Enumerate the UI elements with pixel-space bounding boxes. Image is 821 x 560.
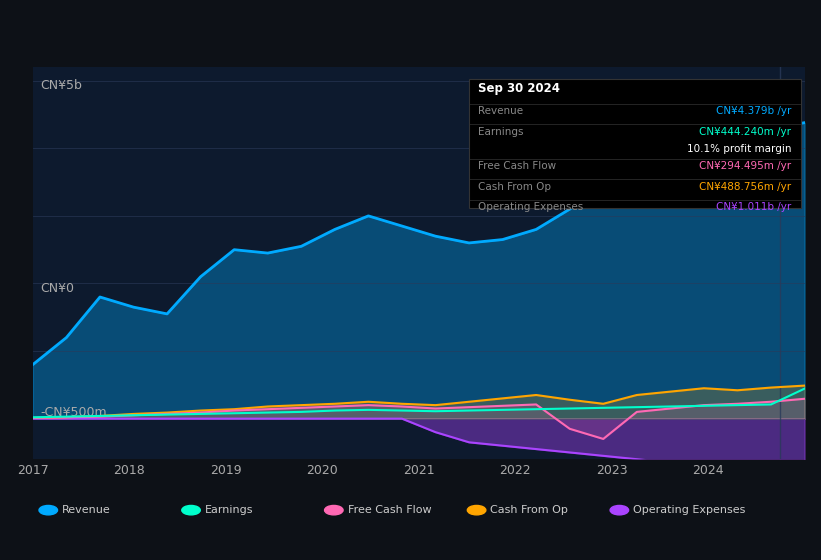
Text: Operating Expenses: Operating Expenses — [633, 505, 745, 515]
Text: Cash From Op: Cash From Op — [490, 505, 568, 515]
Text: 10.1% profit margin: 10.1% profit margin — [687, 144, 791, 154]
Circle shape — [39, 506, 57, 515]
Text: Earnings: Earnings — [205, 505, 254, 515]
Circle shape — [324, 506, 343, 515]
Text: CN¥488.756m /yr: CN¥488.756m /yr — [699, 182, 791, 192]
Text: Cash From Op: Cash From Op — [478, 182, 551, 192]
Text: CN¥5b: CN¥5b — [40, 79, 82, 92]
Circle shape — [181, 506, 200, 515]
Text: Free Cash Flow: Free Cash Flow — [478, 161, 557, 171]
Text: Revenue: Revenue — [62, 505, 111, 515]
Text: Sep 30 2024: Sep 30 2024 — [478, 82, 560, 95]
Text: Revenue: Revenue — [478, 106, 523, 116]
Text: CN¥444.240m /yr: CN¥444.240m /yr — [699, 127, 791, 137]
Text: -CN¥500m: -CN¥500m — [40, 405, 108, 419]
Circle shape — [467, 506, 486, 515]
Text: CN¥4.379b /yr: CN¥4.379b /yr — [716, 106, 791, 116]
Text: Operating Expenses: Operating Expenses — [478, 202, 584, 212]
Text: CN¥0: CN¥0 — [40, 282, 75, 295]
Text: Earnings: Earnings — [478, 127, 524, 137]
Text: CN¥294.495m /yr: CN¥294.495m /yr — [699, 161, 791, 171]
Circle shape — [610, 506, 629, 515]
Text: Free Cash Flow: Free Cash Flow — [348, 505, 431, 515]
Text: CN¥1.011b /yr: CN¥1.011b /yr — [716, 202, 791, 212]
FancyBboxPatch shape — [469, 79, 800, 208]
